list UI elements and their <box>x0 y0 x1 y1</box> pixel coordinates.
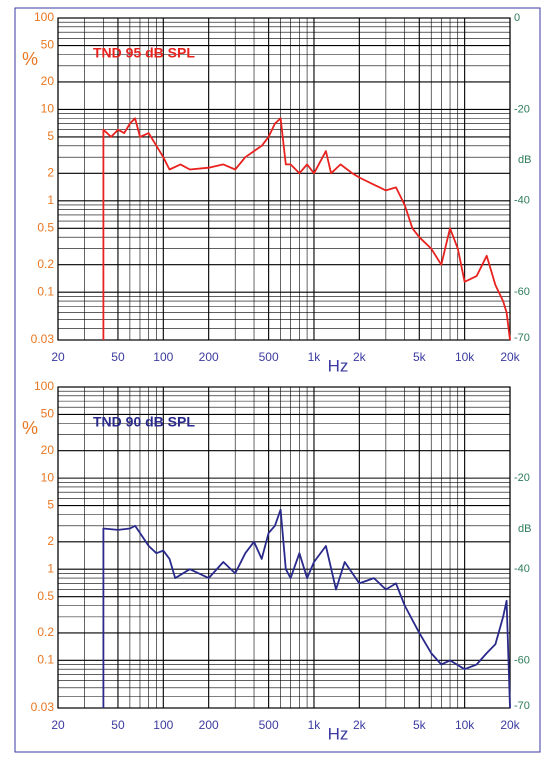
x-axis-label: Hz <box>328 356 349 375</box>
y-tick-label: 50 <box>41 407 55 421</box>
y-tick-label: 5 <box>47 129 54 143</box>
x-axis-label: Hz <box>328 724 349 743</box>
y-tick-label: 100 <box>34 379 54 393</box>
y-tick-label: 20 <box>41 74 55 88</box>
x-tick-label: 2k <box>353 718 367 732</box>
y-tick-label: 0.2 <box>37 625 54 639</box>
plot-frame <box>57 17 511 341</box>
x-tick-label: 200 <box>199 350 219 364</box>
y-tick-label: 0.2 <box>37 257 54 271</box>
y-tick-label: 10 <box>41 102 55 116</box>
x-tick-label: 500 <box>259 718 279 732</box>
x-tick-label: 500 <box>259 350 279 364</box>
x-tick-label: 50 <box>111 350 125 364</box>
data-line <box>102 117 511 341</box>
y-axis-label: % <box>22 49 38 69</box>
y-tick-label: 0.1 <box>37 653 54 667</box>
y2-tick-label: -20 <box>514 472 530 484</box>
y2-tick-label: -70 <box>514 700 530 712</box>
x-tick-label: 10k <box>455 350 475 364</box>
chart-title: TND 95 dB SPL <box>93 45 195 61</box>
x-tick-label: 100 <box>153 718 173 732</box>
x-tick-label: 1k <box>308 718 322 732</box>
x-tick-label: 1k <box>308 350 322 364</box>
x-tick-label: 5k <box>413 718 427 732</box>
x-tick-label: 200 <box>199 718 219 732</box>
y2-axis-label: dB <box>518 154 531 166</box>
y2-tick-label: -60 <box>514 286 530 298</box>
y-tick-label: 100 <box>34 10 54 24</box>
y2-tick-label: -40 <box>514 195 530 207</box>
y-tick-label: 1 <box>47 561 54 575</box>
y-tick-label: 20 <box>41 443 55 457</box>
y-axis-label: % <box>22 418 38 438</box>
y-tick-label: 0.5 <box>37 220 54 234</box>
y-tick-label: 1 <box>47 193 54 207</box>
y-tick-label: 0.03 <box>31 700 55 714</box>
x-tick-label: 20k <box>500 718 520 732</box>
x-tick-label: 5k <box>413 350 427 364</box>
data-line <box>102 508 511 709</box>
y2-axis-label: dB <box>518 523 531 535</box>
y-tick-label: 10 <box>41 470 55 484</box>
y-tick-label: 5 <box>47 498 54 512</box>
x-tick-label: 20 <box>51 350 65 364</box>
y-tick-label: 2 <box>47 534 54 548</box>
frame <box>14 7 541 753</box>
y2-tick-label: -40 <box>514 563 530 575</box>
y-tick-label: 0.5 <box>37 589 54 603</box>
x-tick-label: 100 <box>153 350 173 364</box>
y2-tick-label: 0 <box>514 12 520 24</box>
y2-tick-label: -70 <box>514 332 530 344</box>
y-tick-label: 0.1 <box>37 284 54 298</box>
x-tick-label: 20k <box>500 350 520 364</box>
x-tick-label: 20 <box>51 718 65 732</box>
x-tick-label: 10k <box>455 718 475 732</box>
chart-title: TND 90 dB SPL <box>93 414 195 430</box>
x-tick-label: 50 <box>111 718 125 732</box>
y2-tick-label: -20 <box>514 103 530 115</box>
y2-tick-label: -60 <box>514 654 530 666</box>
y-tick-label: 50 <box>41 38 55 52</box>
y-tick-label: 0.03 <box>31 332 55 346</box>
x-tick-label: 2k <box>353 350 367 364</box>
plot-frame <box>57 386 511 709</box>
y-tick-label: 2 <box>47 165 54 179</box>
